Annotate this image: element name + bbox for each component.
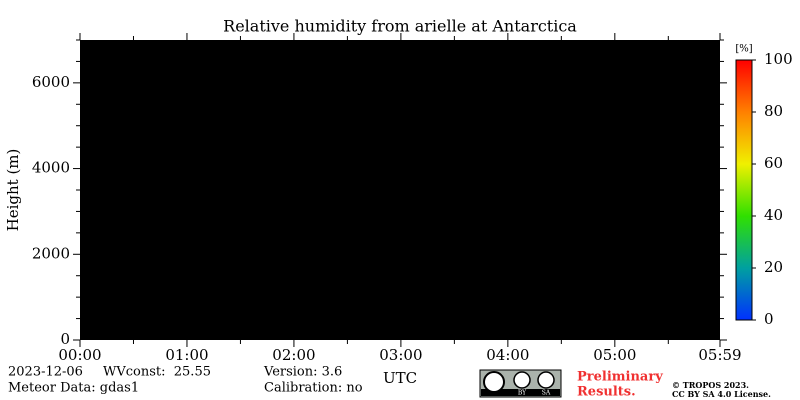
colorbar-tick-label: 100	[764, 50, 793, 68]
x-tick-label: 04:00	[486, 346, 529, 364]
plot-area	[80, 40, 720, 340]
colorbar-label: [%]	[735, 44, 752, 55]
x-tick-label: 02:00	[272, 346, 315, 364]
y-tick-label: 6000	[32, 73, 70, 91]
y-tick-label: 4000	[32, 159, 70, 177]
x-tick-label: 05:00	[593, 346, 636, 364]
x-tick-label: 03:00	[379, 346, 422, 364]
x-tick-label: 00:00	[58, 346, 101, 364]
annotation: 2023-12-06	[8, 365, 83, 380]
cc-badge: BY SA	[479, 369, 562, 398]
x-axis-label: UTC	[383, 369, 417, 387]
annotation: Results.	[577, 385, 636, 400]
badge-text: BY	[518, 390, 527, 397]
y-tick-label: 2000	[32, 244, 70, 262]
x-tick-label: 05:59	[698, 346, 741, 364]
annotation: WVconst: 25.55	[103, 365, 211, 380]
annotation: © TROPOS 2023.	[672, 380, 749, 390]
colorbar-tick-label: 0	[764, 310, 774, 328]
colorbar	[735, 59, 753, 321]
chart-title: Relative humidity from arielle at Antarc…	[223, 17, 577, 36]
annotation: CC BY SA 4.0 License.	[672, 389, 771, 399]
y-tick-label: 0	[60, 330, 70, 348]
x-tick-label: 01:00	[165, 346, 208, 364]
colorbar-tick-label: 20	[764, 258, 783, 276]
colorbar-tick-label: 60	[764, 154, 783, 172]
colorbar-tick-label: 80	[764, 102, 783, 120]
annotation: Preliminary	[577, 370, 663, 385]
y-axis-label: Height (m)	[4, 149, 22, 232]
badge-text: SA	[542, 390, 551, 397]
colorbar-tick-label: 40	[764, 206, 783, 224]
annotation: Meteor Data: gdas1	[8, 381, 139, 396]
annotation: Calibration: no	[264, 381, 363, 396]
annotation: Version: 3.6	[263, 365, 342, 380]
